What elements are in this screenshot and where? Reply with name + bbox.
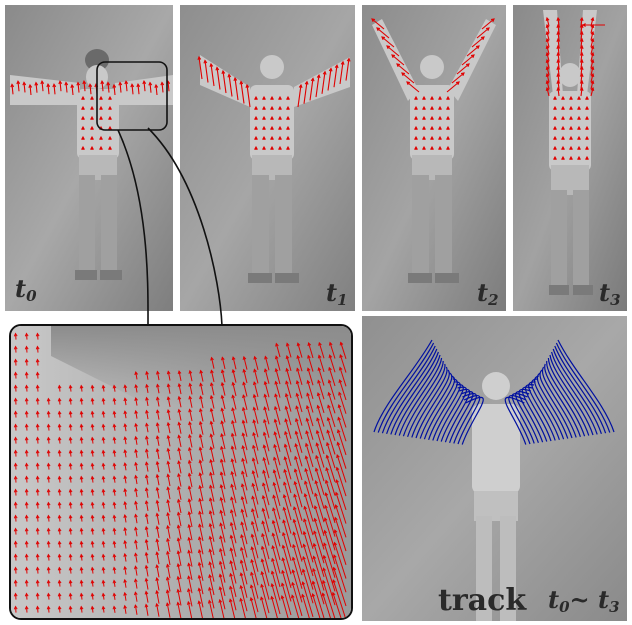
track-panel: track t0~ t3 xyxy=(362,316,627,621)
flow-vectors-t1 xyxy=(197,55,351,150)
flow-vectors-t3 xyxy=(545,16,605,160)
flow-vectors-zoomed xyxy=(13,332,347,618)
frame-label-t3: t3 xyxy=(599,278,621,309)
frame-t0-panel: t0 xyxy=(5,5,173,311)
thermal-image-t3 xyxy=(513,5,627,311)
frame-label-t1: t1 xyxy=(326,278,348,309)
track-label: track xyxy=(438,583,527,618)
frame-label-t2: t2 xyxy=(477,278,499,309)
thermal-image-t0 xyxy=(5,5,173,311)
motion-tracks xyxy=(373,339,615,445)
zoom-inset-panel xyxy=(9,324,353,620)
frame-t3-panel: t3 xyxy=(513,5,627,311)
flow-vectors-t2 xyxy=(371,18,495,150)
frame-t1-panel: t1 xyxy=(180,5,355,311)
thermal-image-t1 xyxy=(180,5,355,311)
track-image xyxy=(362,316,627,621)
frame-label-t0: t0 xyxy=(15,274,37,305)
thermal-image-t2 xyxy=(362,5,506,311)
frame-t2-panel: t2 xyxy=(362,5,506,311)
track-range-label: t0~ t3 xyxy=(548,585,620,616)
flow-vectors-t0 xyxy=(10,80,171,150)
zoomed-flow-image xyxy=(11,326,351,618)
